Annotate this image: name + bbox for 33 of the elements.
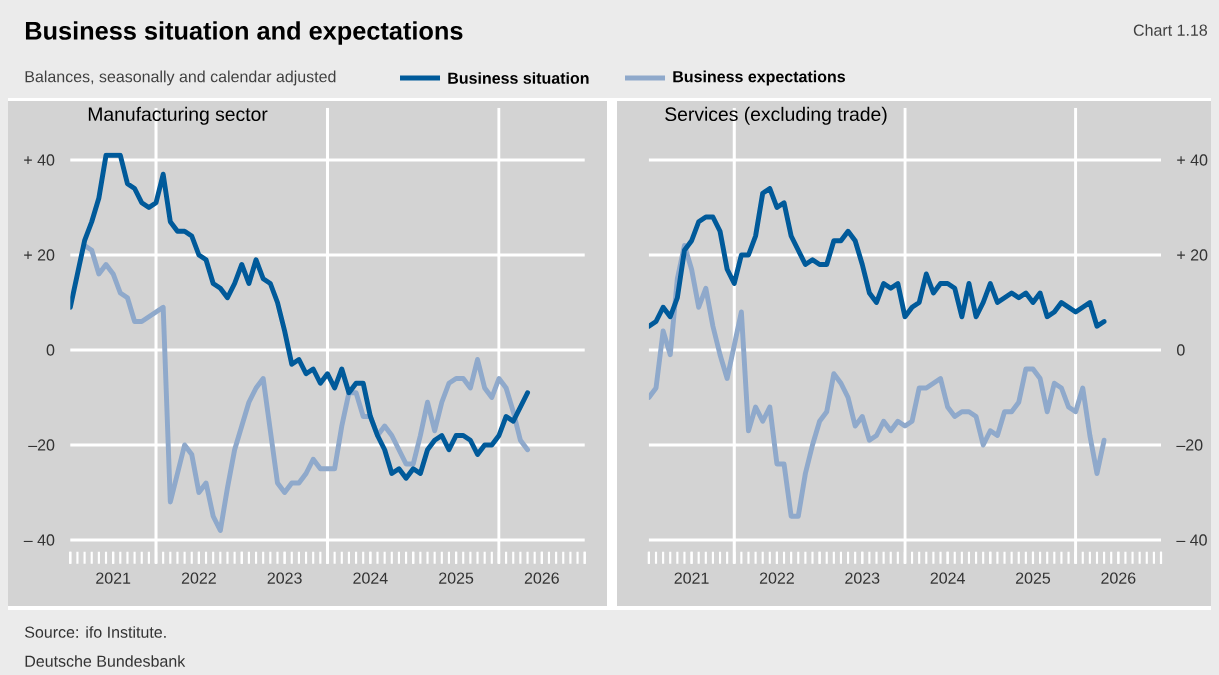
x-tick-label: 2021 bbox=[96, 572, 131, 584]
x-tick-label: 2024 bbox=[930, 572, 965, 584]
legend-label: Business situation bbox=[448, 72, 589, 84]
line-series bbox=[648, 186, 1107, 329]
y-tick-label: + 40 bbox=[1177, 154, 1208, 166]
chart-title: Services (excluding trade) bbox=[665, 106, 887, 125]
x-tick-label: 2023 bbox=[845, 572, 880, 584]
line-series bbox=[648, 243, 1107, 519]
y-tick-label: –20 bbox=[28, 439, 55, 451]
x-tick-label: 2024 bbox=[353, 572, 388, 584]
x-tick-label: 2025 bbox=[1015, 572, 1051, 584]
text: Business situation and expectations bbox=[25, 21, 463, 45]
x-tick-label: 2026 bbox=[524, 572, 559, 584]
y-tick-label: + 20 bbox=[1177, 249, 1208, 261]
y-tick-label: 0 bbox=[46, 344, 55, 356]
x-tick-label: 2023 bbox=[267, 572, 302, 584]
y-tick-label: 0 bbox=[1177, 344, 1185, 356]
x-tick-label: 2021 bbox=[674, 572, 709, 584]
caption: Chart 1.18 bbox=[1133, 24, 1208, 36]
text: Deutsche Bundesbank bbox=[25, 655, 186, 667]
y-tick-label: + 20 bbox=[24, 249, 55, 261]
x-tick-label: 2026 bbox=[1101, 572, 1136, 584]
y-tick-label: – 40 bbox=[23, 534, 55, 546]
text: Balances, seasonally and calendar adjusted bbox=[25, 70, 336, 86]
legend-label: Business expectations bbox=[673, 70, 845, 86]
source-note: Source: ifo Institute. bbox=[25, 626, 166, 638]
x-tick-label: 2022 bbox=[181, 572, 216, 584]
y-tick-label: – 40 bbox=[1176, 534, 1207, 546]
x-tick-label: 2022 bbox=[759, 572, 794, 584]
chart-title: Manufacturing sector bbox=[88, 106, 268, 125]
y-tick-label: –20 bbox=[1176, 439, 1203, 451]
x-tick-label: 2025 bbox=[439, 572, 474, 584]
y-tick-label: + 40 bbox=[24, 154, 55, 166]
